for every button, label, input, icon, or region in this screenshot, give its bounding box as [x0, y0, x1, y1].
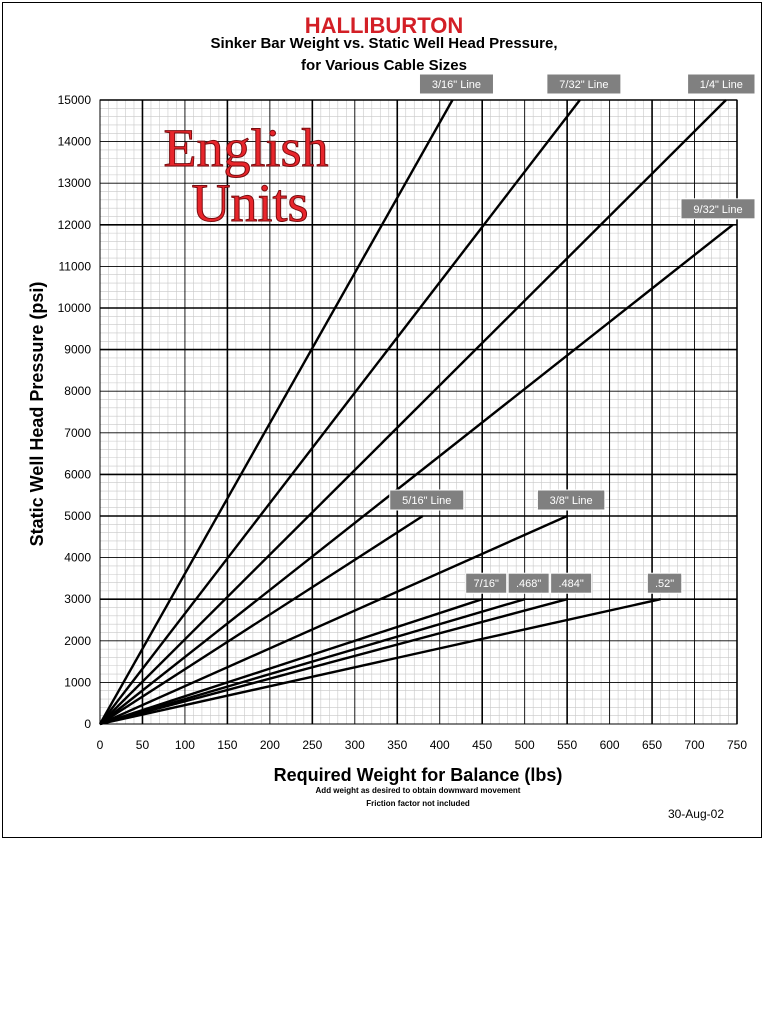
series-label-box [680, 198, 756, 220]
series-line-5 [99, 514, 568, 726]
y-tick-label: 1000 [64, 675, 91, 689]
x-tick-label: 150 [217, 738, 237, 752]
y-tick-label: 4000 [64, 551, 91, 565]
y-tick-label: 5000 [64, 509, 91, 523]
y-tick-label: 12000 [58, 218, 92, 232]
y-tick-label: 8000 [64, 384, 91, 398]
series-label-1: 7/32" Line [546, 73, 622, 95]
y-axis-title: Static Well Head Pressure (psi) [27, 282, 47, 547]
series-line-6 [99, 598, 483, 726]
chart-date: 30-Aug-02 [668, 807, 724, 821]
y-tick-label: 2000 [64, 634, 91, 648]
english-units-watermark: English Units [163, 118, 329, 234]
x-tick-label: 350 [387, 738, 407, 752]
y-tick-label: 11000 [59, 259, 92, 273]
x-tick-label: 100 [175, 738, 195, 752]
chart: HALLIBURTON Sinker Bar Weight vs. Static… [27, 13, 756, 821]
series-label-6: 7/16" [465, 572, 508, 594]
series-label-box [465, 572, 508, 594]
series-lines [98, 99, 734, 726]
tick-labels: 0 50 100 150 200 250 300 350 400 450 500 550 600 650 7… [58, 93, 748, 752]
y-tick-label: 6000 [64, 467, 91, 481]
chart-title-line-1: Sinker Bar Weight vs. Static Well Head P… [210, 35, 557, 52]
x-tick-label: 50 [136, 738, 150, 752]
series-label-box [418, 73, 494, 95]
watermark-line-2: Units [191, 173, 308, 233]
series-label-9: .52" [646, 572, 683, 594]
series-label-box [646, 572, 683, 594]
chart-frame: HALLIBURTON Sinker Bar Weight vs. Static… [2, 2, 762, 838]
series-label-box [536, 489, 606, 511]
y-tick-label: 3000 [64, 592, 91, 606]
series-label-text: .52" [655, 578, 674, 590]
x-tick-label: 600 [600, 738, 620, 752]
series-label-7: .468" [507, 572, 550, 594]
y-tick-label: 15000 [58, 93, 92, 107]
series-label-text: 9/32" Line [693, 204, 742, 216]
series-label-text: 3/8" Line [550, 495, 593, 507]
series-line-4 [99, 514, 424, 726]
series-label-box [389, 489, 465, 511]
series-line-7 [99, 598, 526, 726]
watermark-line-1: English [163, 118, 328, 178]
x-tick-label: 250 [302, 738, 322, 752]
series-line-3 [99, 223, 734, 725]
series-label-text: 3/16" Line [432, 79, 481, 91]
grid [99, 99, 738, 725]
note-line-1: Add weight as desired to obtain downward… [316, 786, 521, 795]
series-labels: 3/16" Line 7/32" Line 1/4" Line 9/32" Line 5… [389, 73, 756, 594]
x-tick-label: 300 [345, 738, 365, 752]
x-tick-label: 700 [685, 738, 705, 752]
series-line-2 [99, 99, 727, 725]
plot-border [99, 99, 738, 725]
series-line-9 [99, 598, 661, 726]
series-label-4: 5/16" Line [389, 489, 465, 511]
series-label-8: .484" [550, 572, 593, 594]
series-label-2: 1/4" Line [687, 73, 756, 95]
series-label-box [507, 572, 550, 594]
y-tick-label: 13000 [58, 176, 92, 190]
note-line-2: Friction factor not included [366, 799, 470, 808]
series-label-box [687, 73, 756, 95]
x-axis-title: Required Weight for Balance (lbs) [274, 765, 563, 785]
y-tick-label: 14000 [58, 135, 92, 149]
series-label-text: 7/16" [474, 578, 499, 590]
x-tick-label: 650 [642, 738, 662, 752]
y-tick-label: 9000 [64, 343, 91, 357]
brand-logo: HALLIBURTON [305, 13, 463, 38]
x-tick-label: 450 [472, 738, 492, 752]
chart-title-line-2: for Various Cable Sizes [301, 57, 467, 74]
x-tick-label: 200 [260, 738, 280, 752]
series-label-text: .484" [558, 578, 583, 590]
y-tick-label: 7000 [64, 426, 91, 440]
series-label-0: 3/16" Line [418, 73, 494, 95]
x-tick-label: 400 [430, 738, 450, 752]
series-label-text: .468" [516, 578, 541, 590]
series-label-text: 1/4" Line [700, 79, 743, 91]
x-tick-label: 750 [727, 738, 747, 752]
x-tick-label: 0 [97, 738, 104, 752]
x-tick-label: 500 [515, 738, 535, 752]
y-tick-label: 10000 [58, 301, 92, 315]
series-line-8 [99, 598, 568, 726]
series-line-1 [99, 99, 581, 725]
series-label-text: 7/32" Line [559, 79, 608, 91]
series-label-3: 9/32" Line [680, 198, 756, 220]
y-tick-label: 0 [84, 717, 91, 731]
series-line-0 [98, 99, 454, 725]
series-label-text: 5/16" Line [402, 495, 451, 507]
series-label-box [550, 572, 593, 594]
series-label-5: 3/8" Line [536, 489, 606, 511]
series-label-box [546, 73, 622, 95]
x-tick-label: 550 [557, 738, 577, 752]
